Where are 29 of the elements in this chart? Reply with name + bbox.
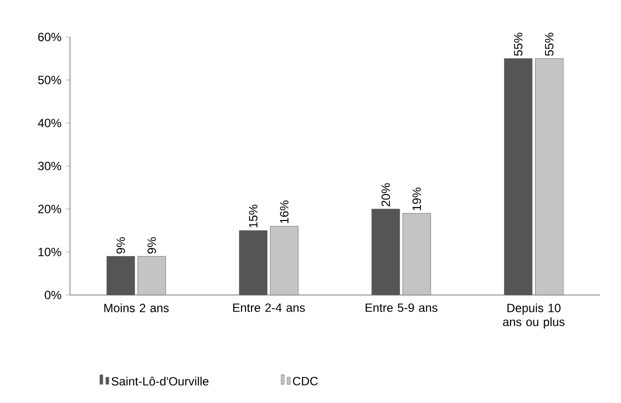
data-label: 19% bbox=[412, 188, 421, 210]
y-tick-label: 10% bbox=[38, 248, 62, 256]
bar bbox=[239, 230, 268, 296]
bar bbox=[372, 208, 400, 296]
bar bbox=[402, 213, 431, 296]
bar bbox=[106, 256, 135, 296]
data-label: 9% bbox=[148, 237, 156, 254]
data-label: 55% bbox=[545, 32, 554, 56]
x-tick-label: Entre 5-9 ans bbox=[366, 303, 438, 312]
bar bbox=[138, 256, 166, 296]
legend-label: CDC bbox=[292, 376, 318, 386]
bar bbox=[535, 58, 564, 296]
y-tick-label: 20% bbox=[38, 204, 62, 214]
x-tick-label: Moins 2 ans bbox=[104, 303, 169, 312]
data-label: 15% bbox=[249, 204, 258, 228]
data-label: 16% bbox=[280, 200, 288, 224]
y-tick-label: 30% bbox=[38, 162, 62, 170]
data-label: 20% bbox=[382, 183, 390, 206]
legend-label: Saint-Lô-d'Ourville bbox=[112, 376, 208, 386]
y-tick-label: 0% bbox=[44, 290, 62, 300]
y-tick-label: 50% bbox=[38, 76, 62, 84]
y-tick-label: 40% bbox=[38, 118, 62, 128]
data-label: 55% bbox=[514, 32, 522, 56]
bar bbox=[270, 226, 298, 296]
data-label: 9% bbox=[116, 237, 125, 254]
x-tick-label: Entre 2-4 ans bbox=[233, 303, 305, 312]
x-tick-label: Depuis 10 ans ou plus bbox=[503, 303, 565, 329]
bar bbox=[504, 58, 532, 296]
y-tick-label: 60% bbox=[38, 32, 62, 42]
